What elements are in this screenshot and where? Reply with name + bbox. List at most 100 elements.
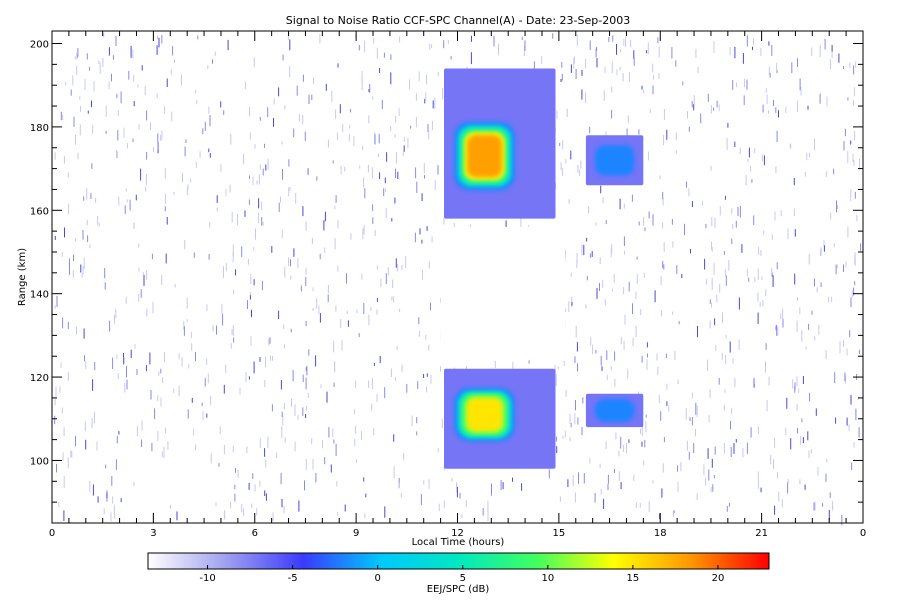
noise-mark (188, 364, 190, 369)
noise-mark (624, 250, 626, 255)
noise-mark (288, 159, 290, 167)
noise-mark (716, 294, 718, 302)
noise-mark (732, 80, 734, 90)
noise-mark (108, 81, 110, 90)
noise-mark (660, 276, 662, 285)
noise-mark (835, 264, 837, 275)
noise-mark (780, 313, 782, 320)
noise-mark (212, 59, 213, 64)
colorbar-tick-label: -5 (288, 573, 298, 584)
noise-mark (757, 471, 759, 479)
noise-mark (74, 238, 76, 242)
noise-mark (576, 34, 578, 46)
noise-mark (590, 337, 592, 346)
noise-mark (841, 514, 843, 526)
noise-mark (307, 392, 309, 398)
noise-mark (249, 295, 251, 300)
noise-mark (204, 121, 206, 131)
noise-mark (761, 276, 763, 280)
noise-mark (487, 512, 489, 522)
noise-mark (493, 35, 495, 47)
noise-mark (337, 219, 339, 229)
noise-mark (261, 201, 263, 211)
noise-mark (216, 195, 218, 203)
noise-mark (145, 186, 147, 192)
noise-mark (657, 37, 659, 44)
noise-mark (128, 70, 130, 80)
noise-mark (117, 130, 119, 141)
noise-mark (305, 321, 307, 327)
noise-mark (308, 349, 310, 356)
noise-mark (786, 397, 788, 409)
noise-mark (741, 244, 743, 253)
noise-mark (761, 154, 763, 162)
colorbar-tick-label: 5 (460, 573, 466, 584)
noise-mark (174, 284, 176, 288)
noise-mark (153, 147, 154, 153)
noise-mark (89, 244, 91, 249)
noise-mark (431, 236, 433, 243)
x-axis-label: Local Time (hours) (412, 537, 505, 548)
noise-mark (363, 302, 365, 314)
noise-mark (67, 372, 69, 381)
noise-mark (757, 312, 759, 325)
noise-mark (181, 74, 182, 86)
noise-mark (837, 204, 838, 209)
noise-mark (428, 130, 430, 140)
noise-mark (789, 144, 791, 149)
noise-mark (552, 33, 554, 39)
noise-mark (443, 217, 445, 225)
noise-mark (60, 362, 62, 368)
noise-mark (209, 222, 211, 228)
noise-mark (569, 413, 571, 424)
noise-mark (858, 349, 860, 354)
y-tick-label: 120 (30, 373, 49, 384)
noise-mark (606, 374, 608, 380)
noise-mark (644, 227, 646, 232)
noise-mark (568, 199, 570, 204)
noise-mark (585, 304, 587, 309)
noise-mark (732, 223, 734, 230)
noise-mark (487, 500, 489, 512)
noise-mark (848, 424, 850, 432)
noise-mark (73, 116, 75, 127)
noise-mark (745, 175, 747, 186)
noise-mark (581, 89, 583, 100)
noise-mark (616, 69, 618, 76)
noise-mark (615, 432, 617, 440)
noise-mark (769, 72, 771, 78)
noise-mark (372, 96, 374, 100)
echo-contour (467, 134, 503, 178)
noise-mark (633, 57, 635, 66)
noise-mark (565, 389, 567, 397)
noise-mark (711, 247, 713, 252)
noise-mark (341, 340, 343, 351)
noise-mark (849, 330, 851, 338)
noise-mark (390, 368, 392, 377)
noise-mark (524, 40, 526, 51)
noise-mark (403, 145, 405, 152)
noise-mark (713, 41, 715, 54)
noise-mark (186, 297, 188, 309)
noise-mark (220, 101, 222, 108)
noise-mark (815, 408, 817, 416)
noise-mark (369, 84, 371, 93)
noise-mark (754, 276, 756, 283)
noise-mark (673, 511, 675, 517)
noise-mark (843, 141, 845, 151)
noise-mark (757, 292, 759, 302)
noise-mark (326, 391, 328, 403)
noise-mark (157, 395, 159, 402)
noise-mark (305, 221, 307, 231)
noise-mark (658, 73, 660, 79)
noise-mark (63, 155, 65, 164)
noise-mark (724, 269, 726, 277)
noise-mark (746, 442, 748, 454)
noise-mark (327, 284, 329, 294)
noise-mark (118, 431, 120, 435)
noise-mark (159, 134, 161, 141)
noise-mark (403, 137, 405, 142)
noise-mark (185, 139, 187, 143)
noise-mark (82, 230, 84, 240)
